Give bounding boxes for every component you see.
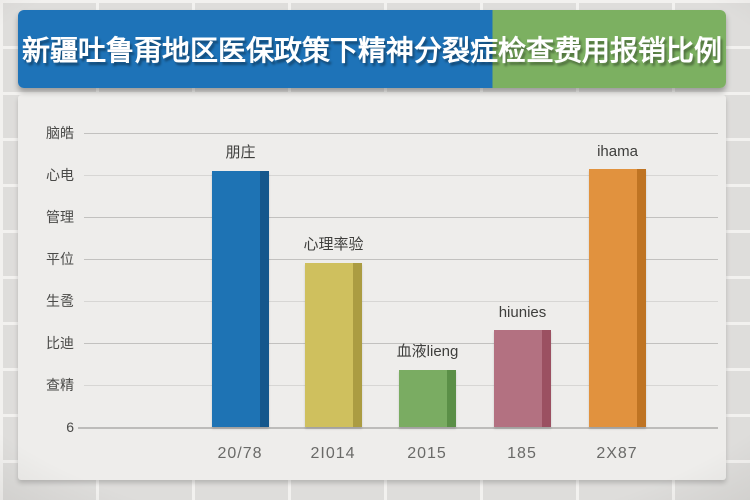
bar-blue [212,171,269,427]
bar-green [399,370,456,427]
x-axis-label: 185 [507,445,537,462]
y-axis-label: 平位 [46,251,74,267]
y-axis-label: 生卺 [46,293,74,309]
bar-value-label: hiunies [498,304,547,321]
x-axis-label: 20/78 [217,445,263,462]
bar-value-label: ihama [597,143,638,160]
bar-value-label: 朋庄 [225,144,256,161]
bar-group: 血液lieng [396,340,459,427]
title-banner: 新疆吐鲁甭地区医保政策下精神分裂症检查费用报销比例 [18,10,726,88]
y-axis-label: 管理 [46,209,74,225]
bar-mauve [494,330,551,427]
bar-group: hiunies [494,304,551,427]
y-axis-label: 6 [66,419,74,435]
y-axis-label: 查精 [46,377,74,393]
chart-title: 新疆吐鲁甭地区医保政策下精神分裂症检查费用报销比例 [21,35,722,66]
bar-group: 朋庄 [212,141,269,427]
bar-value-label: 心理率验 [303,236,364,253]
x-axis-label: 2I014 [310,445,356,462]
x-axis-line [78,427,718,429]
chart-panel: 脑皓 心电 管理 平位 生卺 比迪 查精 6 朋庄 心理率验 血液lieng h… [18,95,726,480]
gridline [84,133,718,134]
bar-yellow [305,263,362,427]
y-axis-label: 比迪 [46,335,74,351]
bar-orange [589,169,646,427]
x-axis-label: 2015 [407,445,447,462]
y-axis-label: 心电 [46,167,74,183]
bar-group: 心理率验 [303,233,364,427]
bar-group: ihama [589,143,646,427]
x-axis-label: 2X87 [596,445,638,462]
y-axis-label: 脑皓 [46,125,74,141]
bar-value-label: 血液lieng [396,343,459,360]
